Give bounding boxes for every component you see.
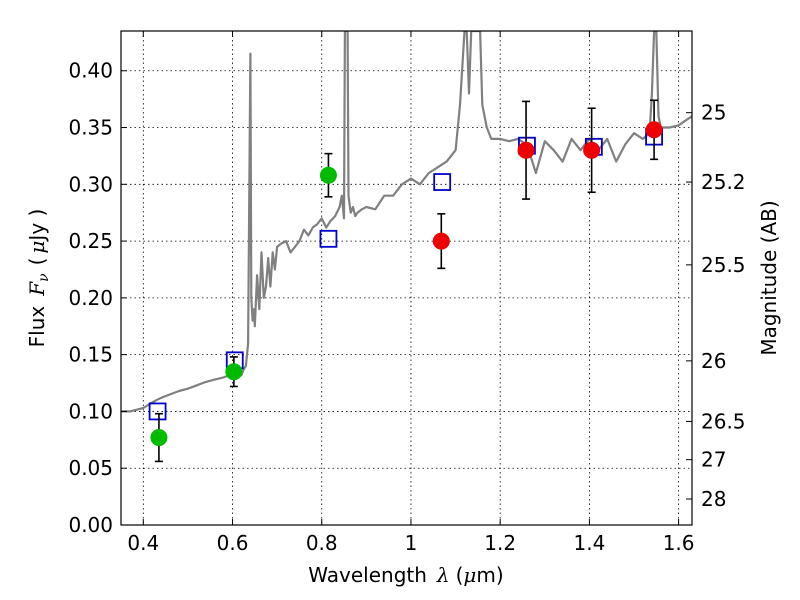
ticks: 0.4 0.6 0.8 1 1.2 1.4 1.6 0.00 0.05 0.10 0.15 0.20 0… [68,31,746,555]
data-point [150,429,168,447]
x-tick-label: 0.4 [127,531,159,555]
x-tick-label: 0.6 [217,531,249,555]
model-square [319,229,338,248]
y2-tick-label: 25.2 [701,170,746,194]
y-tick-label: 0.00 [68,513,113,537]
y2-tick-label: 26.5 [701,409,746,433]
spectrum-line [121,31,692,413]
data-point [225,363,243,381]
data-point [645,121,663,139]
plot-area [121,31,692,413]
x-tick-label: 1 [405,531,418,555]
markers [148,99,663,463]
y2-tick-label: 25.5 [701,253,746,277]
model-square [433,173,452,191]
y-tick-label: 0.15 [68,343,113,367]
data-point [517,141,535,159]
y-tick-label: 0.40 [68,59,113,83]
x-axis-label: Wavelength λ (μm) [308,563,503,587]
y-tick-label: 0.25 [68,229,113,253]
x-tick-label: 0.8 [306,531,338,555]
y-tick-label: 0.05 [68,456,113,480]
x-tick-label: 1.4 [573,531,605,555]
y2-tick-label: 26 [701,349,726,373]
y2-tick-label: 28 [701,487,726,511]
y-tick-label: 0.35 [68,116,113,140]
y-tick-label: 0.30 [68,172,113,196]
y-axis-label: FluxFν(μJy ) [25,209,52,348]
data-point [319,166,337,184]
y2-tick-label: 27 [701,448,726,472]
y-tick-label: 0.10 [68,399,113,423]
plot-frame [120,30,693,526]
y-tick-label: 0.20 [68,286,113,310]
data-point [432,232,450,250]
y2-axis-label: Magnitude (AB) [757,200,781,355]
model-square [148,402,167,421]
data-point [583,141,601,159]
x-tick-label: 1.2 [484,531,516,555]
grid [121,31,692,526]
x-tick-label: 1.6 [663,531,695,555]
y2-tick-label: 25 [701,101,726,125]
